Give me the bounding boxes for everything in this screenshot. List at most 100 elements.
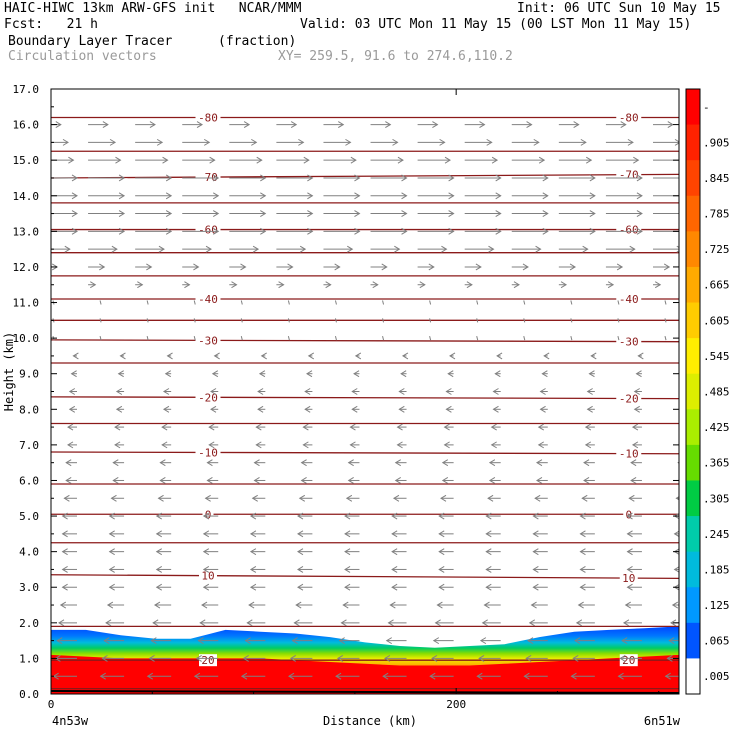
wind-vector-head (212, 192, 220, 200)
wind-vector-head (155, 512, 163, 520)
wind-vector-head (115, 405, 123, 413)
header-line2-left: Fcst: 21 h (4, 17, 98, 32)
wind-vector-head (307, 352, 315, 360)
y-tick-label: 14.0 (13, 190, 40, 203)
wind-vector-head (208, 441, 215, 449)
colorbar-swatch (686, 266, 700, 304)
wind-vector-head (202, 566, 210, 573)
wind-vector-head (153, 601, 161, 609)
wind-vector-head (542, 227, 549, 235)
wind-vector-head (203, 138, 211, 146)
wind-vector-head (439, 138, 446, 146)
wind-vector-head (99, 672, 106, 680)
wind-vector (523, 318, 526, 323)
wind-vector-head (148, 654, 155, 662)
wind-vector-head (165, 227, 173, 235)
wind-vector-head (240, 672, 248, 680)
wind-vector-head (351, 388, 358, 395)
y-tick-label: 4.0 (19, 546, 39, 559)
wind-vector-head (663, 263, 671, 271)
wind-vector-head (155, 583, 163, 591)
wind-vector-head (419, 281, 426, 289)
colorbar-swatch (686, 622, 700, 659)
wind-vector-head (108, 548, 115, 556)
wind-vector-head (636, 227, 643, 235)
contour-label-bg (195, 391, 221, 404)
wind-vector-head (258, 370, 266, 378)
contour-label: -80 (198, 111, 218, 124)
wind-vector-head (624, 601, 631, 609)
wind-vector-head (580, 138, 587, 146)
wind-vector-head (307, 174, 314, 182)
wind-vector-head (299, 245, 307, 253)
wind-vector-head (583, 459, 590, 467)
wind-vector-head (61, 530, 68, 538)
wind-vector-head (583, 477, 590, 484)
colorbar-label: .425 (703, 421, 730, 434)
y-tick-label: 13.0 (13, 225, 40, 238)
wind-vector-head (249, 512, 257, 520)
wind-vector-head (149, 121, 156, 129)
wind-vector-head (677, 461, 679, 464)
wind-vector-head (626, 512, 633, 520)
wind-vector-head (631, 441, 639, 449)
wind-vector-head (438, 548, 445, 556)
wind-vector-head (202, 512, 210, 520)
wind-vector-head (586, 405, 593, 413)
wind-vector-head (118, 192, 126, 200)
contour-label: 20 (201, 654, 214, 667)
wind-vector-head (295, 601, 302, 609)
wind-vector-head (253, 459, 260, 467)
y-tick-label: 7.0 (19, 439, 39, 452)
wind-vector-head (202, 530, 210, 538)
wind-vector-head (278, 281, 285, 289)
colorbar-label: .605 (703, 314, 730, 327)
terrain-line (51, 690, 679, 694)
wind-vector-head (72, 352, 79, 360)
wind-vector-head (668, 637, 675, 645)
colorbar-label: .905 (703, 136, 730, 149)
wind-vector-head (372, 281, 379, 289)
wind-vector-head (155, 530, 163, 538)
wind-vector-head (68, 405, 76, 413)
colorbar-label: .845 (703, 172, 730, 185)
wind-vector-head (432, 637, 440, 645)
colorbar-label: .005 (703, 670, 730, 683)
plot-frame (50, 88, 680, 695)
wind-vector-head (537, 423, 545, 431)
wind-vector-head (680, 424, 685, 430)
wind-vector (193, 318, 196, 323)
wind-vector-head (162, 405, 170, 413)
wind-vector (570, 300, 573, 305)
wind-vector-head (485, 530, 492, 538)
wind-vector-head (485, 512, 492, 520)
wind-vector-head (354, 174, 361, 182)
wind-vector-head (513, 281, 520, 289)
wind-vector-head (479, 121, 486, 129)
temperature-contour (51, 396, 679, 400)
wind-vector-head (633, 156, 640, 164)
wind-vector-head (633, 405, 640, 413)
colorbar-swatch (686, 658, 700, 695)
wind-vector-head (354, 210, 361, 217)
contour-label-bg (616, 111, 642, 124)
wind-vector-head (338, 121, 345, 129)
wind-vector-head (616, 263, 624, 271)
vector-field-name: Circulation vectors (8, 49, 157, 64)
wind-vector-head (243, 121, 251, 129)
wind-vector-head (152, 619, 159, 627)
wind-vector-head (199, 619, 206, 627)
colorbar-swatch (686, 516, 700, 553)
wind-vector-head (118, 227, 126, 235)
wind-vector-head (196, 121, 204, 129)
wind-vector-head (680, 442, 685, 448)
wind-vector-head (58, 619, 65, 627)
wind-vector-head (303, 156, 310, 164)
colorbar-label: .185 (703, 563, 730, 576)
wind-vector-head (209, 156, 216, 164)
wind-vector-head (206, 477, 213, 484)
x-end-label-left: 4n53w (52, 714, 89, 728)
colorbar-swatch (686, 124, 700, 161)
wind-vector-head (637, 352, 644, 360)
wind-vector-head (573, 121, 580, 129)
